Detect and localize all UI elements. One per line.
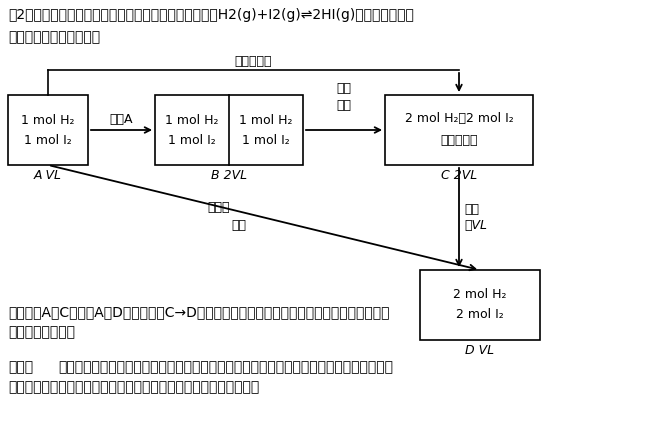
Text: 1 mol I₂: 1 mol I₂ [242,134,290,147]
Text: 2 mol I₂: 2 mol I₂ [456,308,504,321]
Text: 1 mol I₂: 1 mol I₂ [24,134,72,147]
Text: 1 mol H₂: 1 mol H₂ [165,114,218,127]
Text: 1 mol I₂: 1 mol I₂ [168,134,216,147]
Bar [420,270,540,340]
Text: 为VL: 为VL [464,219,487,232]
Text: 1 mol H₂: 1 mol H₂ [21,114,75,127]
Text: A VL: A VL [34,169,62,182]
Text: 抽去: 抽去 [337,82,351,95]
Bar [155,95,303,165]
Text: 隔板: 隔板 [337,99,351,112]
Text: 1 mol H₂: 1 mol H₂ [239,114,293,127]
Text: 压，平衡不移动。: 压，平衡不移动。 [8,325,75,339]
Text: 建立的平衡: 建立的平衡 [440,134,478,147]
Text: 等温、: 等温、 [208,201,230,214]
Text: 压缩: 压缩 [464,203,479,216]
Text: 等容: 等容 [232,219,246,232]
Text: 方程式化学计量数转化到方程式一侧，比例相同就可建立等效平衡。: 方程式化学计量数转化到方程式一侧，比例相同就可建立等效平衡。 [8,380,259,394]
Text: D VL: D VL [466,344,494,357]
Text: 等温、等压: 等温、等压 [234,55,273,68]
Bar [385,95,533,165]
Text: 容易得出A与C等效，A与D等效。因为C→D平衡不发生移动。对反应前后气体体积不变的反应加: 容易得出A与C等效，A与D等效。因为C→D平衡不发生移动。对反应前后气体体积不变… [8,305,389,319]
Text: 结论：: 结论： [8,360,33,374]
Text: 2 mol H₂，2 mol I₂: 2 mol H₂，2 mol I₂ [405,111,514,125]
Bar [8,95,88,165]
Text: 两个A: 两个A [110,113,133,126]
Text: 等容下建立平衡如下图：: 等容下建立平衡如下图： [8,30,100,44]
Text: 2 mol H₂: 2 mol H₂ [454,288,507,301]
Text: B 2VL: B 2VL [211,169,247,182]
Text: 对于反应前后气体物质的量不变的反应，无论是恒温恒压还是恒温恒容，只要加入的物质按: 对于反应前后气体物质的量不变的反应，无论是恒温恒压还是恒温恒容，只要加入的物质按 [58,360,393,374]
Text: （2）对于反应前后气体物质的量没有变化的反应，如：H2(g)+I2(g)⇌2HI(g)等温等压、等温: （2）对于反应前后气体物质的量没有变化的反应，如：H2(g)+I2(g)⇌2HI… [8,8,414,22]
Text: C 2VL: C 2VL [441,169,477,182]
